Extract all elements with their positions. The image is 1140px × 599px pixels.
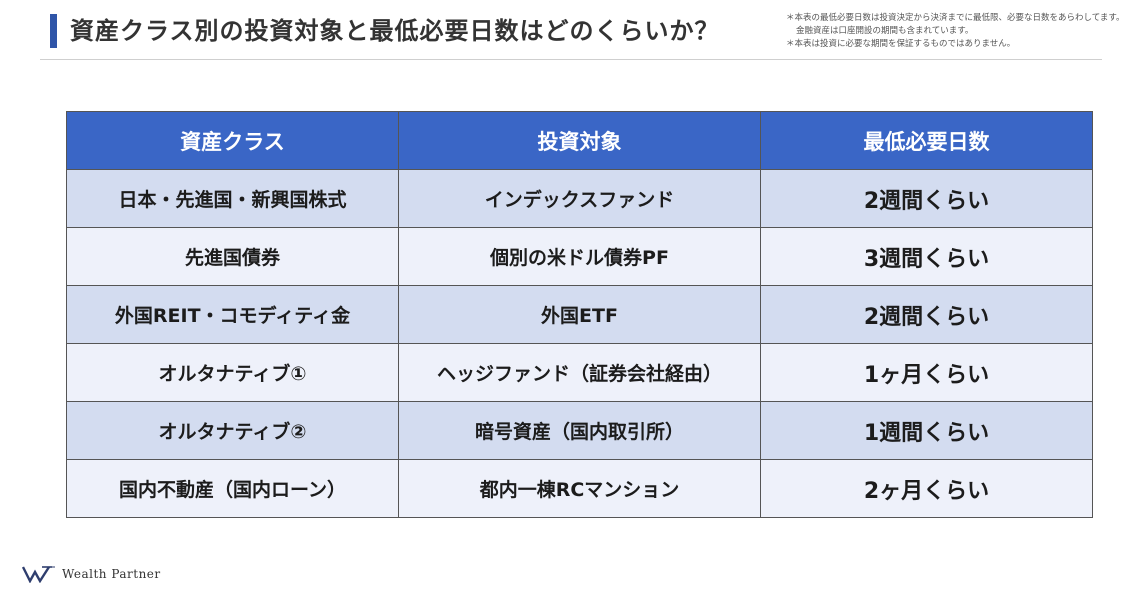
cell-asset-class: 日本・先進国・新興国株式 <box>66 169 399 228</box>
cell-min-days: 2ヶ月くらい <box>760 459 1093 518</box>
note-line-1: ＊本表の最低必要日数は投資決定から決済までに最低限、必要な日数をあらわしてます。 <box>786 13 1125 23</box>
cell-asset-class: オルタナティブ② <box>66 401 399 460</box>
wealth-partner-logo-icon <box>22 565 56 583</box>
cell-min-days: 2週間くらい <box>760 169 1093 228</box>
cell-target: 暗号資産（国内取引所） <box>398 401 761 460</box>
cell-asset-class: 国内不動産（国内ローン） <box>66 459 399 518</box>
table-row: 日本・先進国・新興国株式 インデックスファンド 2週間くらい <box>66 169 1093 228</box>
header-divider <box>40 59 1102 60</box>
cell-min-days: 1ヶ月くらい <box>760 343 1093 402</box>
investment-days-table: 資産クラス 投資対象 最低必要日数 日本・先進国・新興国株式 インデックスファン… <box>66 111 1093 518</box>
cell-asset-class: オルタナティブ① <box>66 343 399 402</box>
column-header-min-days: 最低必要日数 <box>760 111 1093 170</box>
cell-min-days: 2週間くらい <box>760 285 1093 344</box>
cell-min-days: 1週間くらい <box>760 401 1093 460</box>
cell-asset-class: 先進国債券 <box>66 227 399 286</box>
cell-target: 個別の米ドル債券PF <box>398 227 761 286</box>
brand-footer: Wealth Partner <box>22 565 161 583</box>
cell-min-days: 3週間くらい <box>760 227 1093 286</box>
note-line-3: ＊本表は投資に必要な期間を保証するものではありません。 <box>786 39 1016 49</box>
table-row: 国内不動産（国内ローン） 都内一棟RCマンション 2ヶ月くらい <box>66 459 1093 518</box>
table-row: オルタナティブ① ヘッジファンド（証券会社経由） 1ヶ月くらい <box>66 343 1093 402</box>
cell-target: 外国ETF <box>398 285 761 344</box>
note-line-2: 金融資産は口座開設の期間も含まれています。 <box>796 26 974 36</box>
table-row: 先進国債券 個別の米ドル債券PF 3週間くらい <box>66 227 1093 286</box>
table-row: 外国REIT・コモディティ金 外国ETF 2週間くらい <box>66 285 1093 344</box>
brand-name: Wealth Partner <box>62 567 161 581</box>
table-header-row: 資産クラス 投資対象 最低必要日数 <box>66 111 1093 170</box>
cell-target: 都内一棟RCマンション <box>398 459 761 518</box>
disclaimer-notes: ＊本表の最低必要日数は投資決定から決済までに最低限、必要な日数をあらわしてます。… <box>786 12 1124 51</box>
page-title: 資産クラス別の投資対象と最低必要日数はどのくらいか？ <box>70 17 720 45</box>
column-header-asset-class: 資産クラス <box>66 111 399 170</box>
title-accent-bar <box>50 14 57 48</box>
cell-target: ヘッジファンド（証券会社経由） <box>398 343 761 402</box>
cell-asset-class: 外国REIT・コモディティ金 <box>66 285 399 344</box>
table-row: オルタナティブ② 暗号資産（国内取引所） 1週間くらい <box>66 401 1093 460</box>
cell-target: インデックスファンド <box>398 169 761 228</box>
column-header-target: 投資対象 <box>398 111 761 170</box>
